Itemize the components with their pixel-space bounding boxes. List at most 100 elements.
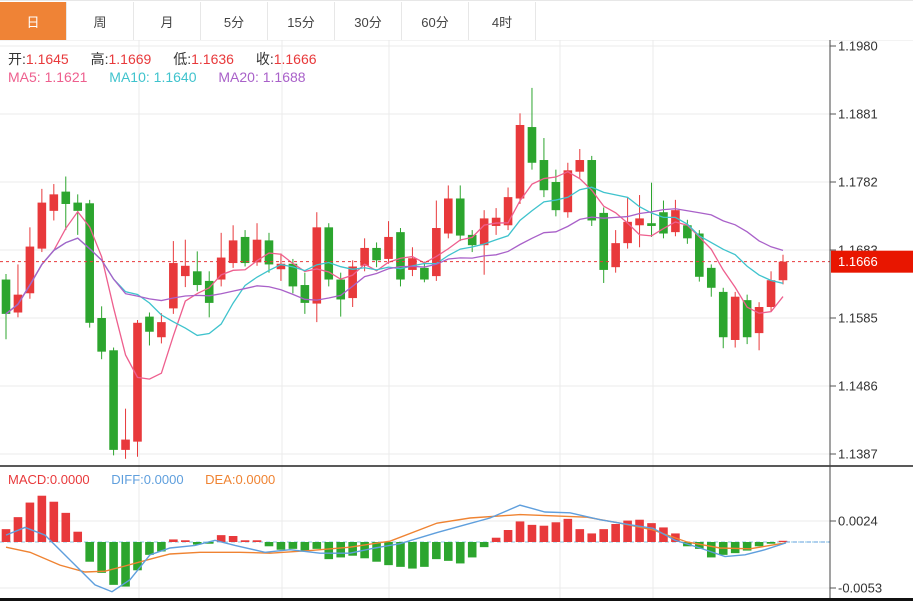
diff-label: DIFF:	[111, 472, 144, 487]
macd-bar	[61, 512, 71, 542]
candle-body	[575, 160, 585, 172]
candle-body	[563, 170, 573, 213]
last-price-badge	[831, 250, 913, 273]
macd-bar	[455, 542, 465, 564]
candle-body	[133, 322, 142, 442]
macd-label: MACD:	[8, 472, 50, 487]
candle-body	[61, 191, 71, 204]
macd-value: 0.0000	[49, 472, 90, 487]
macd-bar	[467, 542, 477, 558]
macd-tick-label: -0.0053	[838, 581, 882, 596]
tab-week[interactable]: 周	[67, 2, 134, 40]
candle-body	[288, 263, 298, 287]
candle-body	[754, 307, 764, 334]
candle-body	[121, 439, 130, 450]
candle-body	[37, 202, 47, 249]
ma20-line	[5, 208, 784, 315]
macd-bar	[587, 533, 597, 542]
low-label: 低:	[173, 51, 192, 67]
candle-body	[551, 182, 561, 211]
candle-body	[336, 279, 346, 300]
macd-bar	[432, 542, 441, 560]
candle-body	[479, 218, 489, 246]
candle-body	[181, 265, 190, 277]
candle-body	[396, 232, 405, 280]
macd-bar	[109, 542, 118, 585]
macd-bar	[49, 501, 59, 542]
macd-bar	[240, 540, 250, 542]
candle-body	[443, 198, 453, 234]
macd-bar	[706, 542, 716, 558]
price-tick-label: 1.1881	[838, 107, 878, 122]
candle-body	[408, 258, 417, 270]
ma5-label: MA5:	[8, 69, 41, 85]
macd-bar	[1, 529, 11, 542]
macd-bar	[766, 542, 776, 544]
macd-bar	[300, 542, 310, 551]
close-label: 收:	[255, 51, 274, 67]
tab-month[interactable]: 月	[134, 2, 201, 40]
candle-body	[49, 194, 59, 211]
candle-body	[515, 124, 525, 199]
candle-body	[778, 261, 788, 281]
open-value: 1.1645	[25, 51, 69, 67]
candles	[1, 87, 788, 459]
macd-bar	[145, 542, 154, 555]
macd-bar	[216, 535, 226, 542]
macd-bar	[491, 537, 501, 542]
candle-body	[647, 223, 656, 226]
macd-bar	[527, 524, 537, 542]
macd-bar	[778, 540, 788, 542]
tab-15min[interactable]: 15分	[268, 2, 335, 40]
tab-day[interactable]: 日	[0, 2, 67, 40]
macd-readout: MACD:0.0000 DIFF:0.0000 DEA:0.0000	[8, 472, 293, 487]
diff-value: 0.0000	[143, 472, 184, 487]
candle-body	[432, 228, 441, 277]
macd-bar	[324, 542, 334, 560]
macd-bar	[563, 518, 573, 542]
open-label: 开:	[8, 51, 26, 67]
macd-bar	[252, 540, 262, 542]
candle-body	[372, 247, 381, 261]
period-tabbar: 日周月 5分 15分 30分 60分 4时	[0, 0, 913, 40]
candle-body	[204, 280, 214, 303]
macd-bar	[25, 502, 35, 542]
bottom-border	[0, 598, 913, 601]
ma20-label: MA20:	[218, 69, 259, 85]
candle-body	[635, 218, 644, 226]
macd-bar	[479, 542, 489, 548]
candle-body	[157, 322, 166, 338]
macd-bar	[157, 542, 166, 552]
candle-body	[97, 318, 106, 352]
candle-body	[25, 246, 35, 294]
tab-30min[interactable]: 30分	[335, 2, 402, 40]
tab-60min[interactable]: 60分	[402, 2, 469, 40]
tab-4hour[interactable]: 4时	[469, 2, 536, 40]
macd-bar	[396, 542, 405, 567]
macd-bar	[228, 536, 238, 542]
candle-body	[611, 243, 620, 268]
candle-body	[85, 203, 94, 323]
ma5-value: 1.1621	[44, 69, 88, 85]
ma10-value: 1.1640	[153, 69, 197, 85]
candle-body	[659, 212, 668, 234]
candle-body	[706, 267, 716, 288]
dea-value: 0.0000	[235, 472, 276, 487]
candle-body	[73, 202, 83, 211]
candle-body	[599, 212, 608, 270]
candle-body	[300, 285, 310, 303]
candle-body	[671, 210, 680, 233]
macd-bar	[37, 495, 47, 542]
macd-bar	[575, 529, 585, 542]
candle-body	[109, 350, 118, 450]
tab-5min[interactable]: 5分	[201, 2, 268, 40]
macd-bar	[276, 542, 286, 550]
macd-bar	[420, 542, 429, 567]
candle-body	[240, 236, 250, 264]
ohlc-readout: 开:1.1645 高:1.1669 低:1.1636 收:1.1666	[8, 49, 335, 69]
candle-body	[169, 263, 178, 309]
diff-line	[5, 504, 787, 593]
macd-bar	[730, 542, 740, 554]
ma20-value: 1.1688	[262, 69, 306, 85]
